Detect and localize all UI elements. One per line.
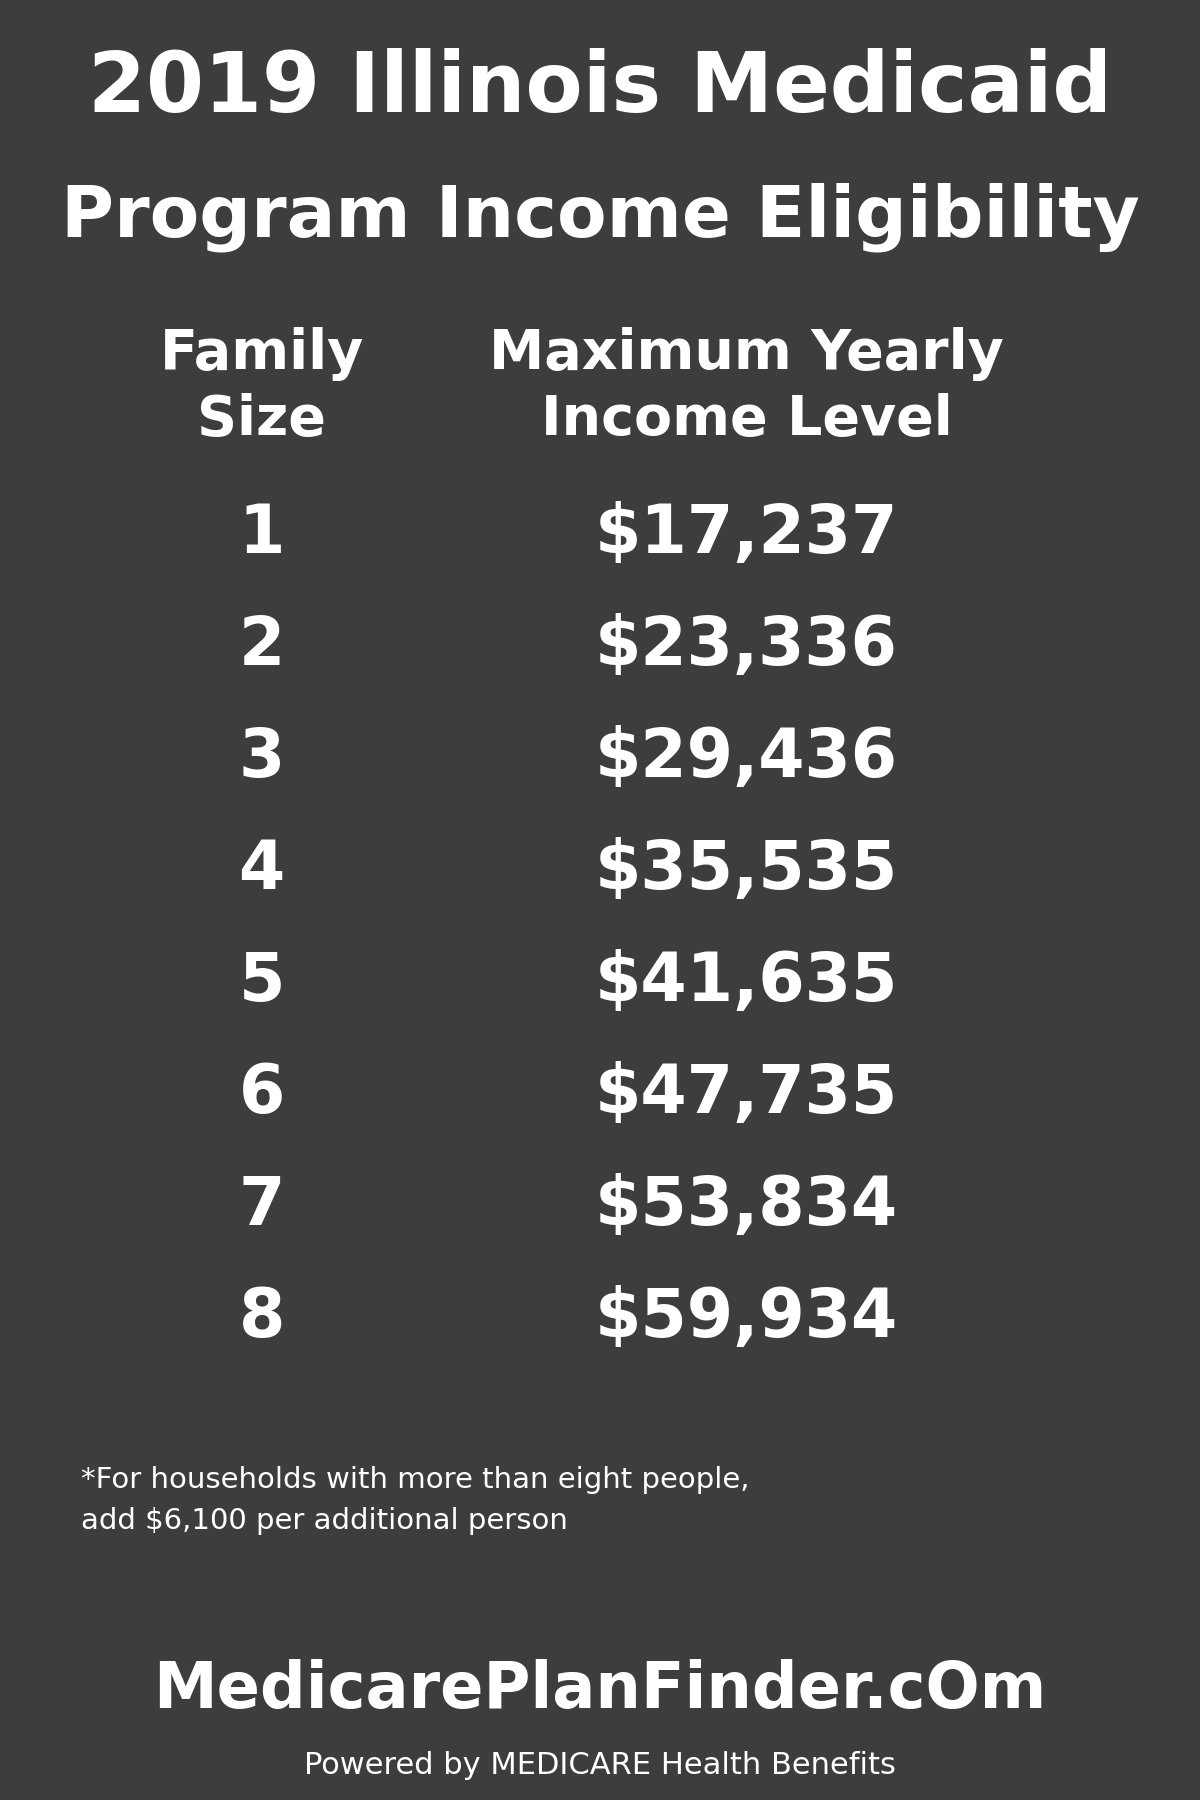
Text: $47,735: $47,735 <box>595 1060 899 1127</box>
Text: MedicarePlanFinder.cOm: MedicarePlanFinder.cOm <box>154 1660 1046 1721</box>
Text: $59,934: $59,934 <box>595 1285 899 1352</box>
Text: 2: 2 <box>239 614 284 679</box>
Text: Family
Size: Family Size <box>160 328 364 446</box>
Text: 8: 8 <box>239 1285 284 1352</box>
Text: 3: 3 <box>239 725 284 790</box>
Text: *For households with more than eight people,
add $6,100 per additional person: *For households with more than eight peo… <box>82 1465 750 1535</box>
Text: $17,237: $17,237 <box>595 500 899 567</box>
Text: $35,535: $35,535 <box>595 837 899 904</box>
Text: Powered by MEDICARE Health Benefits: Powered by MEDICARE Health Benefits <box>304 1750 896 1780</box>
Text: 1: 1 <box>239 500 284 567</box>
Text: $53,834: $53,834 <box>595 1174 899 1238</box>
Text: 4: 4 <box>239 837 284 904</box>
Text: Maximum Yearly
Income Level: Maximum Yearly Income Level <box>490 328 1004 446</box>
Text: 2019 Illinois Medicaid: 2019 Illinois Medicaid <box>88 49 1112 130</box>
Text: 5: 5 <box>239 949 284 1015</box>
Text: $23,336: $23,336 <box>595 614 898 679</box>
Text: Program Income Eligibility: Program Income Eligibility <box>61 182 1139 252</box>
Text: 6: 6 <box>239 1060 284 1127</box>
Text: $29,436: $29,436 <box>595 725 899 790</box>
Text: $41,635: $41,635 <box>595 949 899 1015</box>
Text: 7: 7 <box>239 1174 284 1238</box>
